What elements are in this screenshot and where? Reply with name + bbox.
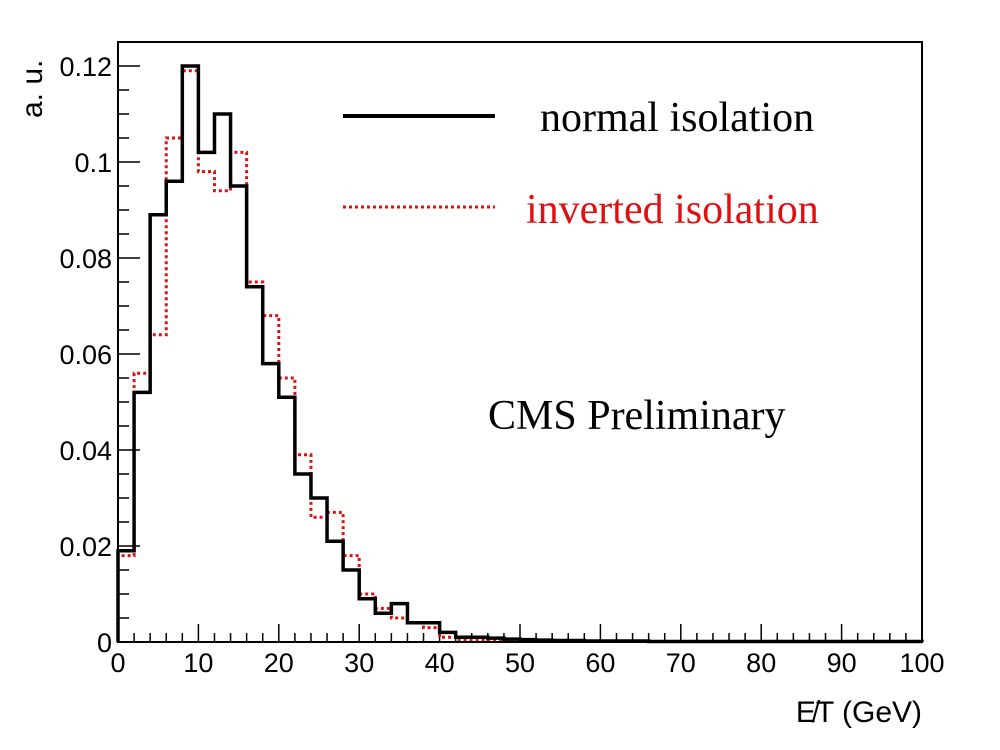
y-tick-label: 0.02 bbox=[59, 532, 112, 562]
x-tick-label: 40 bbox=[425, 648, 455, 678]
legend: normal isolation inverted isolation bbox=[343, 95, 819, 233]
legend-label-inverted: inverted isolation bbox=[526, 187, 819, 233]
x-axis-ticks bbox=[117, 624, 923, 642]
y-tick-label: 0.06 bbox=[59, 340, 112, 370]
x-tick-label: 30 bbox=[344, 648, 374, 678]
x-axis-title: E̸T (GeV) bbox=[796, 696, 922, 729]
y-tick-label: 0.12 bbox=[59, 52, 112, 82]
x-tick-labels: 0 10 20 30 40 50 60 70 80 90 100 bbox=[110, 648, 944, 678]
x-tick-label: 80 bbox=[746, 648, 776, 678]
x-tick-label: 50 bbox=[505, 648, 535, 678]
y-tick-label: 0 bbox=[97, 628, 112, 658]
y-axis-title: a. u. bbox=[16, 60, 49, 118]
x-tick-label: 0 bbox=[110, 648, 125, 678]
x-tick-label: 10 bbox=[183, 648, 213, 678]
x-tick-label: 60 bbox=[585, 648, 615, 678]
x-tick-label: 70 bbox=[666, 648, 696, 678]
legend-label-normal: normal isolation bbox=[540, 95, 814, 141]
plot-frame bbox=[117, 41, 923, 643]
x-tick-label: 20 bbox=[264, 648, 294, 678]
y-axis-ticks bbox=[118, 41, 140, 643]
cms-preliminary-label: CMS Preliminary bbox=[488, 393, 786, 439]
y-tick-label: 0.08 bbox=[59, 244, 112, 274]
y-tick-labels: 0 0.02 0.04 0.06 0.08 0.1 0.12 bbox=[59, 52, 112, 658]
y-tick-label: 0.1 bbox=[74, 148, 112, 178]
x-tick-label: 100 bbox=[899, 648, 944, 678]
y-tick-label: 0.04 bbox=[59, 436, 112, 466]
x-tick-label: 90 bbox=[827, 648, 857, 678]
